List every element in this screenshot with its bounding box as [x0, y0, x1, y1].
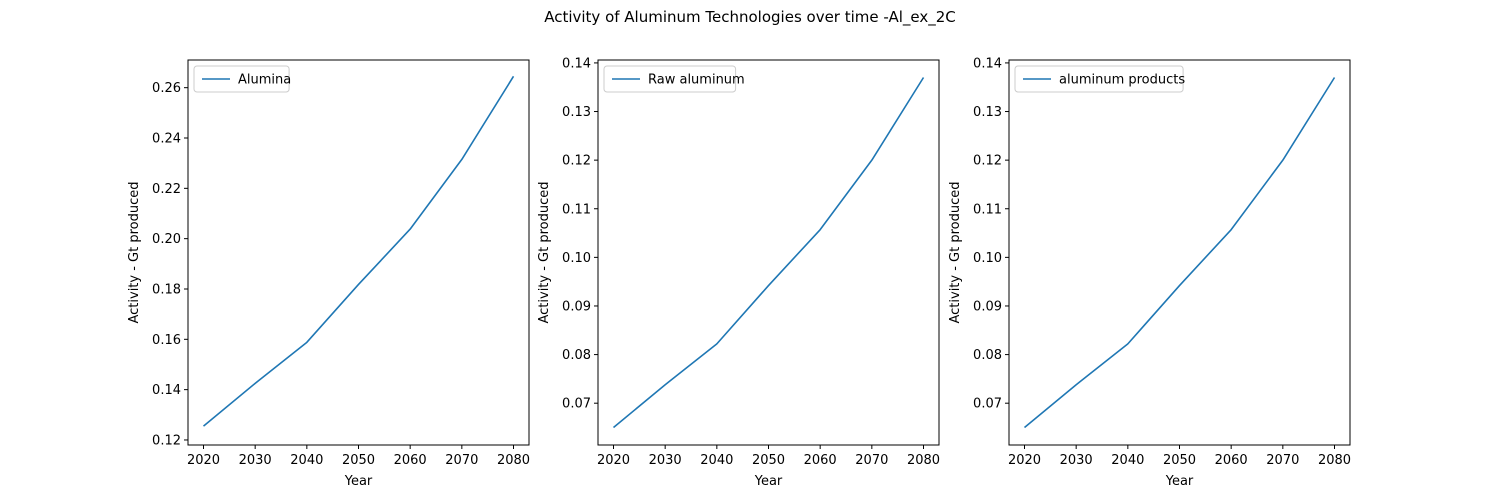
y-tick-label: 0.12 [152, 433, 181, 448]
y-tick-label: 0.09 [973, 299, 1002, 314]
x-tick-label: 2050 [342, 453, 375, 468]
legend: Raw aluminum [603, 65, 745, 93]
x-tick-label: 2070 [445, 453, 478, 468]
y-tick-label: 0.11 [973, 202, 1002, 217]
legend-label: Alumina [238, 73, 291, 88]
series-line-raw-aluminum [612, 77, 925, 429]
subplot-aluminum-products: 2020 2030 2040 2050 2060 2070 2080 0.07 0.08 0.09… [948, 56, 1351, 489]
y-tick-label: 0.08 [973, 348, 1002, 363]
y-tick-label: 0.18 [152, 282, 181, 297]
figure-title: Activity of Aluminum Technologies over t… [544, 8, 956, 27]
y-tick-label: 0.12 [973, 154, 1002, 169]
x-tick-label: 2020 [187, 453, 220, 468]
y-axis-label: Activity - Gt produced [537, 181, 552, 323]
y-tick-label: 0.11 [562, 202, 591, 217]
y-tick-label: 0.14 [562, 56, 591, 71]
x-tick-label: 2080 [1318, 453, 1351, 468]
x-tick-label: 2050 [1163, 453, 1196, 468]
y-tick-label: 0.09 [562, 299, 591, 314]
x-tick-label: 2020 [1008, 453, 1041, 468]
x-axis-label: Year [1165, 474, 1194, 489]
y-tick-label: 0.13 [562, 105, 591, 120]
y-tick-label: 0.14 [973, 56, 1002, 71]
y-tick-label: 0.13 [973, 105, 1002, 120]
series-line-aluminum-products [1023, 77, 1336, 429]
y-tick-label: 0.07 [973, 397, 1002, 412]
x-tick-label: 2060 [804, 453, 837, 468]
x-tick-label: 2040 [290, 453, 323, 468]
x-tick-label: 2070 [1266, 453, 1299, 468]
x-tick-label: 2030 [239, 453, 272, 468]
y-tick-label: 0.26 [152, 81, 181, 96]
x-tick-label: 2030 [649, 453, 682, 468]
y-axis-label: Activity - Gt produced [127, 181, 142, 323]
x-tick-label: 2040 [700, 453, 733, 468]
y-tick-label: 0.08 [562, 348, 591, 363]
legend-box [193, 65, 290, 93]
y-tick-label: 0.10 [973, 251, 1002, 266]
y-tick-label: 0.12 [562, 154, 591, 169]
legend-box [1014, 65, 1184, 93]
x-axis-label: Year [344, 474, 373, 489]
y-tick-label: 0.14 [152, 383, 181, 398]
y-tick-label: 0.16 [152, 333, 181, 348]
subplot-alumina: 2020 2030 2040 2050 2060 2070 2080 0.12 0.14 0.16… [127, 59, 530, 489]
x-axis-label: Year [754, 474, 783, 489]
x-tick-label: 2060 [394, 453, 427, 468]
y-tick-label: 0.22 [152, 182, 181, 197]
x-tick-label: 2080 [497, 453, 530, 468]
legend: Alumina [193, 65, 291, 93]
legend: aluminum products [1014, 65, 1185, 93]
legend-label: Raw aluminum [648, 73, 745, 88]
legend-box [603, 65, 737, 93]
x-tick-label: 2030 [1060, 453, 1093, 468]
y-tick-label: 0.20 [152, 232, 181, 247]
legend-label: aluminum products [1059, 73, 1185, 88]
y-tick-label: 0.07 [562, 397, 591, 412]
x-tick-label: 2080 [907, 453, 940, 468]
x-tick-label: 2050 [752, 453, 785, 468]
y-tick-label: 0.10 [562, 251, 591, 266]
series-line-alumina [202, 75, 515, 427]
y-axis-label: Activity - Gt produced [948, 181, 963, 323]
x-tick-label: 2070 [855, 453, 888, 468]
x-tick-label: 2040 [1111, 453, 1144, 468]
x-tick-label: 2020 [597, 453, 630, 468]
y-tick-label: 0.24 [152, 132, 181, 147]
x-tick-label: 2060 [1215, 453, 1248, 468]
subplot-raw-aluminum: 2020 2030 2040 2050 2060 2070 2080 0.07 0.08 0.09… [537, 56, 940, 489]
